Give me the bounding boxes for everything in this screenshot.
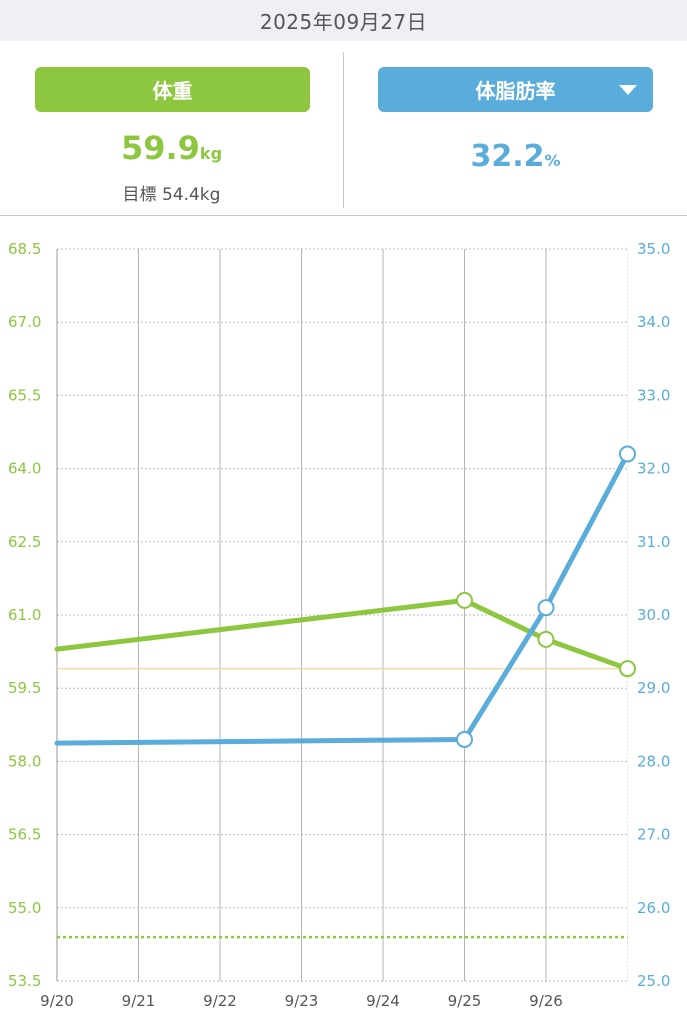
y-right-tick-label: 30.0: [637, 606, 670, 624]
y-right-tick-label: 32.0: [637, 460, 670, 478]
y-left-tick-label: 64.0: [8, 460, 41, 478]
y-left-tick-label: 62.5: [8, 533, 41, 551]
date-label: 2025年09月27日: [259, 10, 428, 34]
x-tick-label: 9/26: [529, 992, 563, 1010]
x-tick-label: 9/23: [285, 992, 319, 1010]
x-tick-label: 9/20: [40, 992, 74, 1010]
body-fat-unit: %: [544, 151, 561, 170]
body-fat-series-point: [619, 445, 636, 463]
y-right-tick-label: 26.0: [637, 899, 670, 917]
y-left-tick-label: 61.0: [8, 606, 41, 624]
body-fat-panel: 体脂肪率 32.2%: [344, 41, 687, 217]
x-tick-label: 9/21: [122, 992, 156, 1010]
x-tick-label: 9/25: [448, 992, 482, 1010]
goal-value: 54.4kg: [161, 185, 221, 205]
weight-series-point: [537, 630, 555, 648]
header-divider: [0, 215, 687, 216]
goal-label: 目標: [122, 185, 157, 205]
weight-goal: 目標 54.4kg: [0, 180, 343, 205]
weight-value: 59.9: [120, 129, 200, 167]
weight-value-display: 59.9kg: [0, 129, 343, 167]
weight-fat-chart: 53.5 55.0 56.5 58.0 59.5 61.0 62.5 64.0 65.5 67.0…: [8, 240, 670, 1010]
body-fat-value-display: 32.2%: [344, 139, 687, 174]
body-fat-series-line: [54, 451, 630, 746]
dropdown-triangle-icon: [619, 85, 637, 95]
body-fat-dropdown-button[interactable]: 体脂肪率: [378, 67, 653, 112]
y-left-tick-label: 68.5: [8, 240, 41, 258]
body-fat-value: 32.2: [470, 139, 545, 174]
y-right-tick-label: 25.0: [637, 972, 670, 990]
body-fat-series-point: [456, 730, 473, 748]
panel-divider: [343, 52, 344, 208]
weight-series-point: [456, 591, 473, 609]
y-left-tick-label: 65.5: [8, 386, 41, 404]
weight-panel: 体重 59.9kg 目標 54.4kg: [0, 41, 343, 217]
weight-unit: kg: [199, 144, 223, 163]
y-right-tick-label: 34.0: [637, 313, 670, 331]
y-left-tick-label: 56.5: [8, 826, 41, 844]
y-right-tick-label: 28.0: [637, 752, 670, 770]
y-left-tick-label: 53.5: [8, 972, 41, 990]
y-right-tick-label: 29.0: [637, 679, 670, 697]
weight-series-point: [619, 660, 636, 678]
y-right-tick-label: 31.0: [637, 533, 670, 551]
y-right-tick-label: 33.0: [637, 386, 670, 404]
y-left-tick-label: 59.5: [8, 679, 41, 697]
x-tick-label: 9/22: [203, 992, 237, 1010]
body-fat-series-point: [537, 599, 555, 617]
y-right-tick-label: 35.0: [637, 240, 670, 258]
y-left-tick-label: 55.0: [8, 899, 41, 917]
date-header: 2025年09月27日: [0, 0, 687, 41]
body-fat-tab-label: 体脂肪率: [475, 79, 556, 103]
y-left-tick-label: 67.0: [8, 313, 41, 331]
weight-tab-button[interactable]: 体重: [35, 67, 310, 112]
weight-series-line: [54, 597, 630, 672]
weight-tab-label: 体重: [152, 79, 193, 103]
y-right-tick-label: 27.0: [637, 826, 670, 844]
x-tick-label: 9/24: [366, 992, 400, 1010]
y-left-tick-label: 58.0: [8, 752, 41, 770]
